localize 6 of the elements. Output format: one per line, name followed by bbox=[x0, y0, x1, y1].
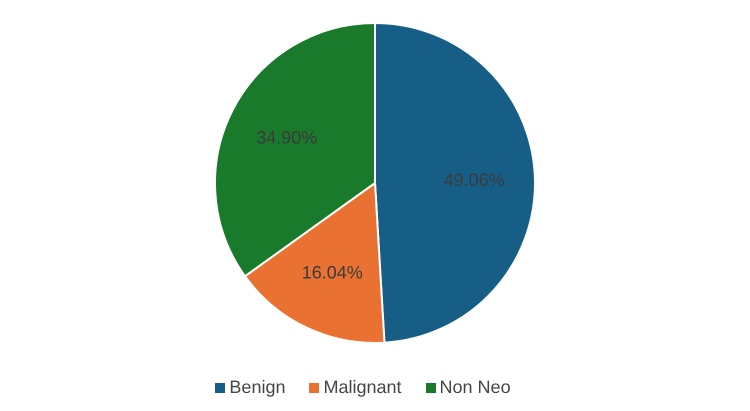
data-label: 49.06% bbox=[444, 170, 505, 190]
legend-label: Benign bbox=[229, 377, 286, 397]
data-label: 16.04% bbox=[302, 262, 363, 283]
data-label: 34.90% bbox=[256, 128, 318, 148]
legend-label: Non Neo bbox=[440, 377, 511, 397]
legend-label: Malignant bbox=[323, 377, 402, 397]
